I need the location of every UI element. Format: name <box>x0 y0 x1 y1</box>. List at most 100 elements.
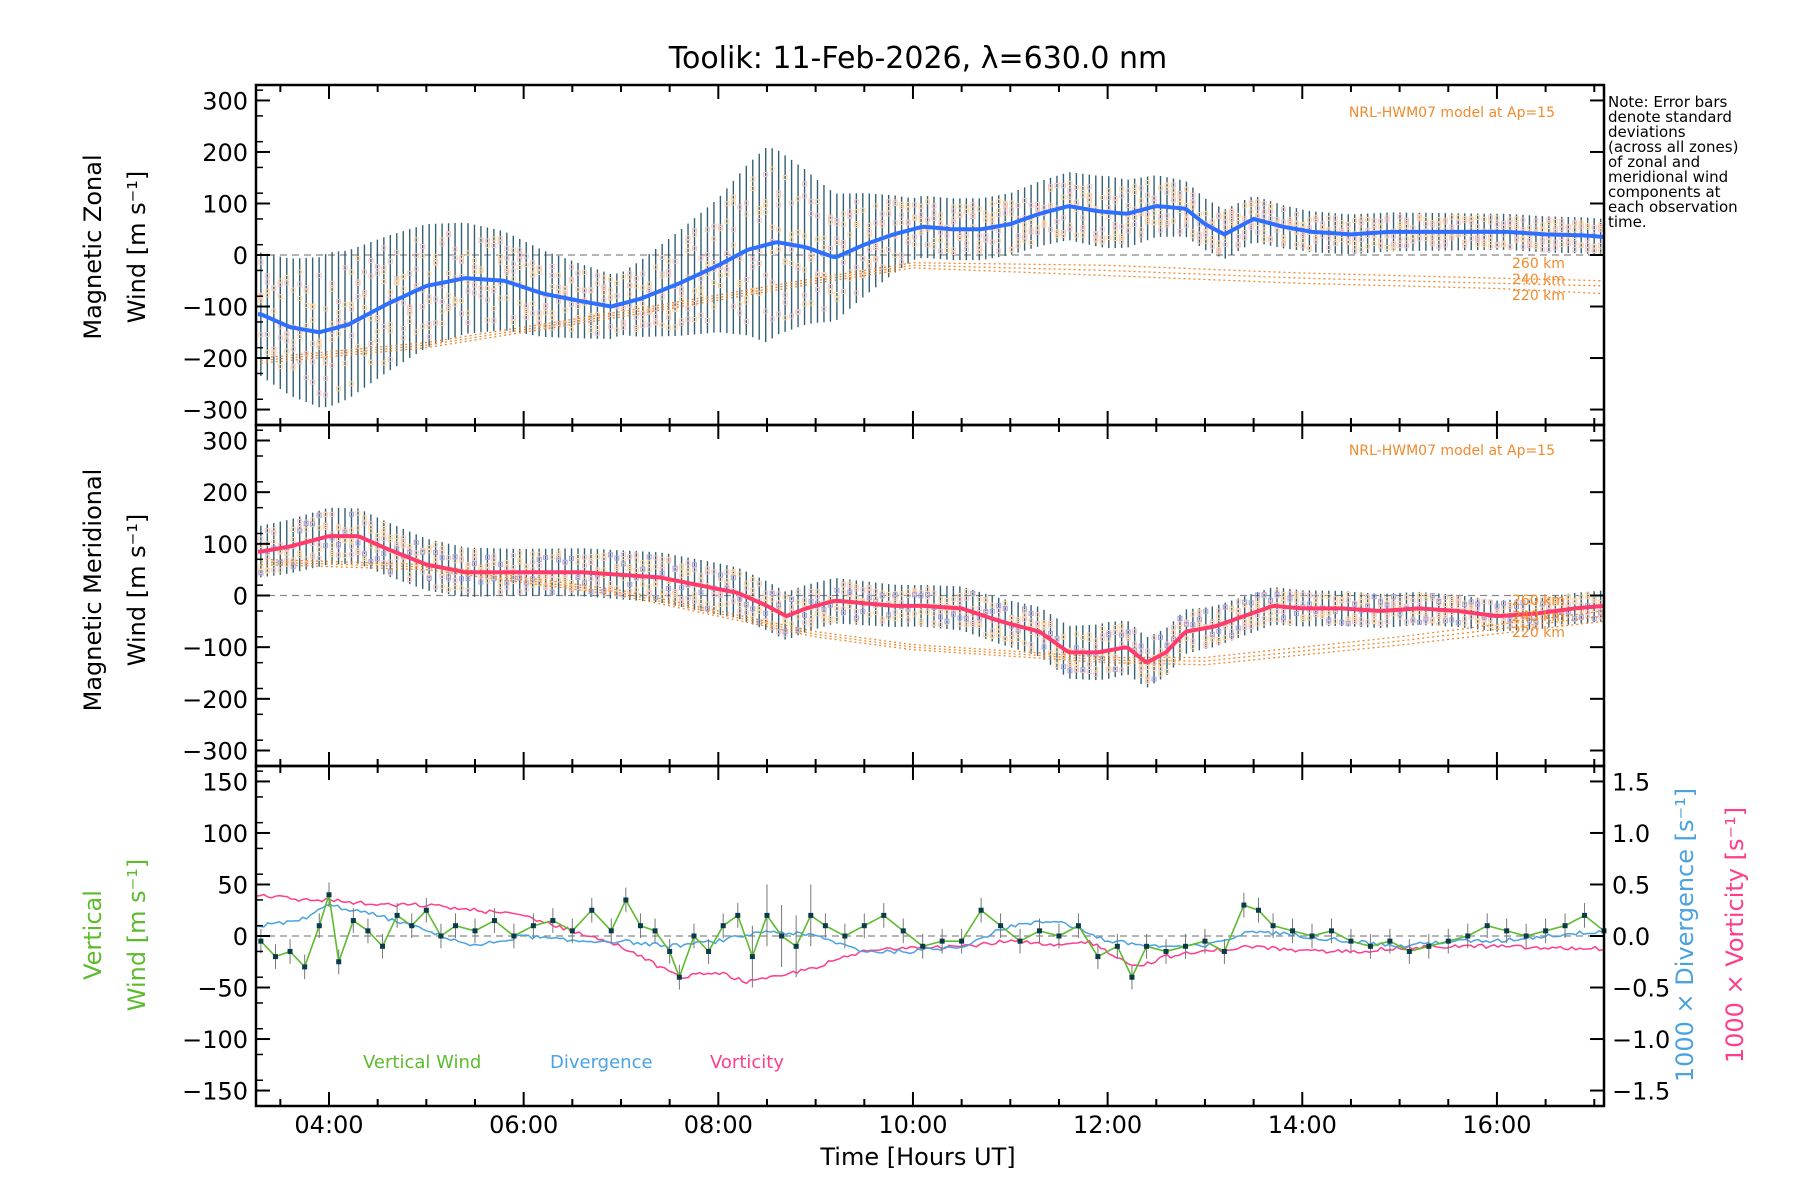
zone-point <box>866 589 872 595</box>
zone-point <box>698 255 704 261</box>
zone-point <box>1022 228 1028 234</box>
zone-point <box>530 266 536 272</box>
zone-point <box>426 575 432 581</box>
zone-point <box>996 238 1002 244</box>
zone-point <box>523 574 529 580</box>
zone-point <box>879 219 885 225</box>
zone-point <box>1319 612 1325 618</box>
zone-point <box>1060 230 1066 236</box>
zone-point <box>1514 618 1520 624</box>
zone-point <box>950 596 956 602</box>
zone-point <box>1125 188 1131 194</box>
zone-point <box>866 247 872 253</box>
zone-point <box>355 540 361 546</box>
zone-point <box>1261 592 1267 598</box>
zone-point <box>1248 209 1254 215</box>
zone-point <box>789 596 795 602</box>
zone-point <box>782 299 788 305</box>
zone-point <box>1293 591 1299 597</box>
zone-point <box>769 316 775 322</box>
zone-point <box>996 624 1002 630</box>
zone-point <box>1170 636 1176 642</box>
zone-point <box>348 552 354 558</box>
zone-point <box>607 552 613 558</box>
zone-point <box>892 200 898 206</box>
zone-point <box>601 297 607 303</box>
zone-point <box>918 203 924 209</box>
zone-point <box>1255 199 1261 205</box>
zone-point <box>1235 599 1241 605</box>
zone-point <box>1222 635 1228 641</box>
zone-point <box>433 549 439 555</box>
zone-point <box>271 285 277 291</box>
zone-point <box>497 239 503 245</box>
zone-point <box>737 204 743 210</box>
zone-point <box>1177 193 1183 199</box>
zone-point <box>465 587 471 593</box>
zone-point <box>704 317 710 323</box>
zone-point <box>737 255 743 261</box>
zone-point <box>1332 221 1338 227</box>
zone-point <box>1190 644 1196 650</box>
zone-point <box>297 281 303 287</box>
zone-point <box>1306 245 1312 251</box>
zone-point <box>271 560 277 566</box>
zone-point <box>1158 665 1164 671</box>
zone-point <box>478 237 484 243</box>
zone-point <box>937 622 943 628</box>
zone-point <box>1371 619 1377 625</box>
zone-point <box>1073 199 1079 205</box>
km-label-merid-220: 220 km <box>1512 625 1565 641</box>
zone-point <box>1022 611 1028 617</box>
zone-point <box>1397 614 1403 620</box>
zone-point <box>497 295 503 301</box>
zone-point <box>1073 664 1079 670</box>
model-line-1 <box>260 262 1605 359</box>
zone-point <box>420 304 426 310</box>
zone-point <box>569 587 575 593</box>
model-label-meridional: NRL-HWM07 model at Ap=15 <box>1349 443 1555 459</box>
vertical-point <box>749 954 755 960</box>
zone-point <box>717 224 723 230</box>
zone-point <box>562 559 568 565</box>
zone-point <box>1481 617 1487 623</box>
zone-point <box>471 269 477 275</box>
zone-point <box>277 364 283 370</box>
zone-point <box>342 360 348 366</box>
x-tick-label: 06:00 <box>489 1111 558 1139</box>
zone-point <box>1248 623 1254 629</box>
zone-point <box>1371 594 1377 600</box>
zone-point <box>1371 241 1377 247</box>
zone-point <box>724 201 730 207</box>
zone-point <box>523 586 529 592</box>
zone-point <box>1138 232 1144 238</box>
zone-point <box>1093 644 1099 650</box>
zone-point <box>1539 239 1545 245</box>
vertical-point <box>1543 928 1549 934</box>
zone-point <box>374 270 380 276</box>
zone-point <box>627 554 633 560</box>
zone-point <box>1274 609 1280 615</box>
zone-point <box>892 609 898 615</box>
zone-point <box>536 557 542 563</box>
zone-point <box>491 306 497 312</box>
zone-point <box>1358 620 1364 626</box>
zone-point <box>1099 633 1105 639</box>
zone-point <box>348 333 354 339</box>
zone-point <box>976 606 982 612</box>
note-line-9: time. <box>1608 213 1647 231</box>
zone-point <box>659 322 665 328</box>
zone-point <box>1080 224 1086 230</box>
zone-point <box>1242 625 1248 631</box>
zone-point <box>1494 215 1500 221</box>
zone-point <box>342 527 348 533</box>
zone-point <box>400 535 406 541</box>
zone-point <box>1352 236 1358 242</box>
zone-point <box>342 302 348 308</box>
zone-point <box>361 551 367 557</box>
zone-point <box>1488 233 1494 239</box>
zone-point <box>323 511 329 517</box>
zone-point <box>996 608 1002 614</box>
zone-point <box>646 287 652 293</box>
zone-point <box>1073 667 1079 673</box>
